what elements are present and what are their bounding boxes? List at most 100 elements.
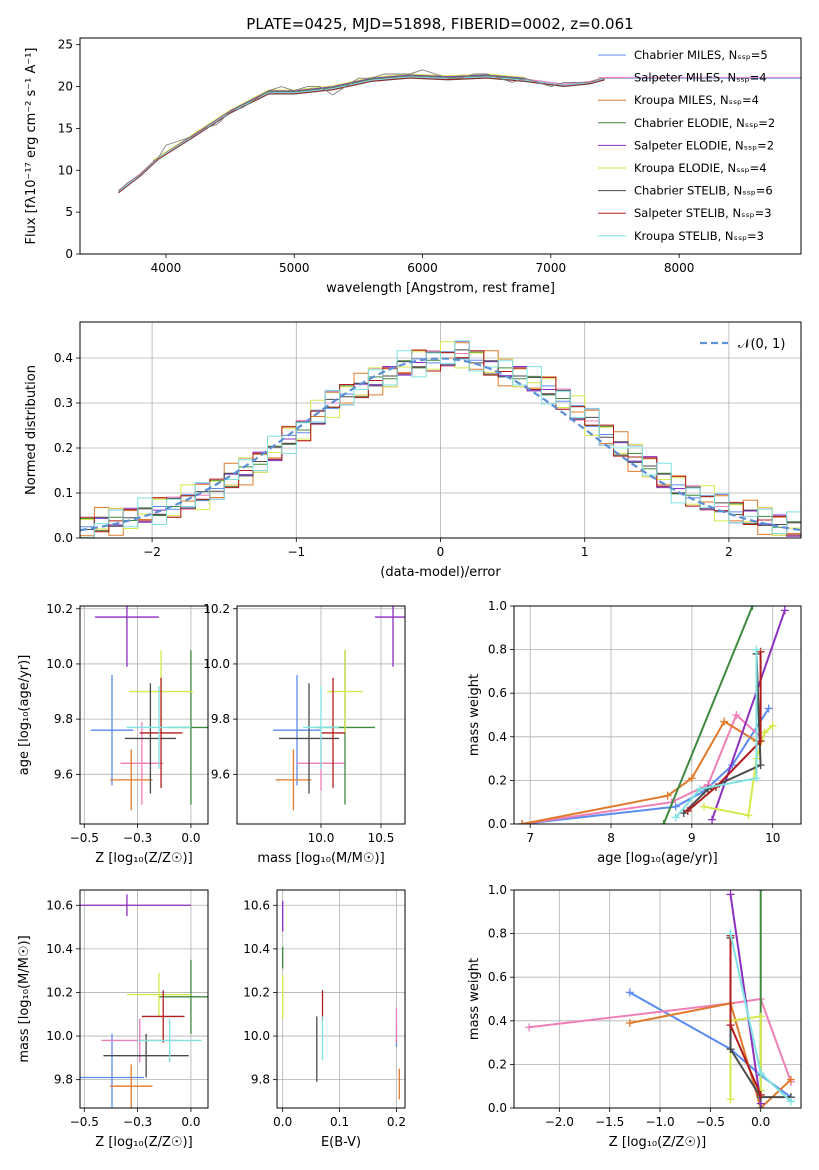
massweight-vs-Z-marker bbox=[726, 890, 735, 899]
massweight-vs-age-marker bbox=[732, 711, 741, 719]
mass-vs-Z-marks bbox=[80, 894, 208, 1108]
residuals-ytick-label: 0.1 bbox=[54, 486, 73, 500]
spectrum-legend-label: Chabrier STELIB, Nₛₛₚ=6 bbox=[634, 184, 773, 198]
plot-layer: 4000 5000 6000 7000 80000510152025wavelength… bbox=[17, 37, 802, 1150]
massweight-vs-Z-marks bbox=[525, 890, 795, 1108]
age-vs-Z-xlabel: Z [log₁₀(Z/Z☉)] bbox=[95, 851, 192, 866]
age-vs-Z-xtick-label: 0.0 bbox=[181, 831, 200, 845]
massweight-vs-age-ytick-label: 0.2 bbox=[488, 773, 507, 787]
massweight-vs-Z-xtick-label: 0.0 bbox=[751, 1115, 770, 1129]
residuals-legend-label: 𝒩(0, 1) bbox=[738, 337, 785, 352]
residuals-xtick-label: 0 bbox=[437, 545, 445, 559]
spectrum-legend-label: Chabrier ELODIE, Nₛₛₚ=2 bbox=[634, 116, 775, 130]
spectrum-ytick-label: 10 bbox=[58, 163, 73, 177]
massweight-vs-age-marker bbox=[756, 737, 765, 746]
massweight-vs-Z-marker bbox=[625, 988, 634, 997]
massweight-vs-age-marker bbox=[708, 815, 717, 824]
residuals-marks bbox=[80, 340, 801, 538]
massweight-vs-Z-marker bbox=[726, 1095, 735, 1104]
massweight-vs-Z-marker bbox=[726, 1021, 735, 1030]
massweight-vs-age-marker bbox=[744, 811, 753, 820]
age-vs-Z-ytick-label: 10.2 bbox=[46, 602, 73, 616]
massweight-vs-age-marker bbox=[764, 704, 773, 713]
massweight-vs-age-marker bbox=[780, 606, 789, 615]
massweight-vs-age-marker bbox=[683, 806, 692, 815]
massweight-vs-age-marker bbox=[659, 820, 668, 824]
massweight-vs-age-marker bbox=[756, 761, 765, 770]
massweight-vs-age-marker bbox=[671, 813, 680, 822]
massweight-vs-Z-ytick-label: 0.8 bbox=[488, 927, 507, 941]
spectrum-model-line bbox=[118, 76, 605, 192]
mass-vs-Z-frame bbox=[79, 889, 209, 1109]
spectrum-legend-label: Salpeter STELIB, Nₛₛₚ=3 bbox=[634, 206, 772, 220]
mass-vs-Z-xlabel: Z [log₁₀(Z/Z☉)] bbox=[95, 1135, 192, 1150]
massweight-vs-age-frame bbox=[513, 605, 802, 825]
residuals-xtick-label: 2 bbox=[725, 545, 733, 559]
mass-vs-EBV-xtick-label: 0.2 bbox=[387, 1115, 406, 1129]
mass-vs-EBV-ytick-label: 10.6 bbox=[243, 898, 270, 912]
mass-vs-Z-ytick-label: 10.2 bbox=[46, 985, 73, 999]
massweight-vs-Z-ytick-label: 0.2 bbox=[488, 1057, 507, 1071]
mass-vs-EBV-xtick-label: 0.0 bbox=[273, 1115, 292, 1129]
spectrum-model-line bbox=[152, 73, 526, 161]
spectrum-ytick-label: 5 bbox=[65, 205, 73, 219]
massweight-vs-age-marks bbox=[518, 606, 789, 824]
spectrum-legend-label: Kroupa MILES, Nₛₛₚ=4 bbox=[634, 93, 759, 107]
massweight-vs-Z-marker bbox=[525, 1023, 534, 1032]
mass-vs-EBV-marks bbox=[282, 900, 400, 1100]
massweight-vs-age-ytick-label: 0.8 bbox=[488, 643, 507, 657]
mass-vs-EBV-ytick-label: 10.2 bbox=[243, 985, 270, 999]
massweight-vs-age-marker bbox=[752, 774, 761, 783]
spectrum-legend-label: Chabrier MILES, Nₛₛₚ=5 bbox=[634, 48, 768, 62]
age-vs-mass-xtick-label: 10.5 bbox=[368, 831, 395, 845]
figure-title: PLATE=0425, MJD=51898, FIBERID=0002, z=0… bbox=[246, 15, 633, 33]
spectrum-legend-label: Salpeter MILES, Nₛₛₚ=4 bbox=[634, 71, 767, 85]
massweight-vs-age-ylabel: mass weight bbox=[467, 674, 482, 756]
massweight-vs-age-ytick-label: 0.6 bbox=[488, 686, 507, 700]
spectrum-xtick-label: 8000 bbox=[664, 261, 695, 275]
residuals-frame bbox=[79, 321, 802, 539]
massweight-vs-Z-ytick-label: 1.0 bbox=[488, 883, 507, 897]
massweight-vs-age-marker bbox=[748, 606, 757, 610]
spectrum-xtick-label: 6000 bbox=[407, 261, 438, 275]
mass-vs-Z-ylabel: mass [log₁₀(M/M☉)] bbox=[17, 935, 32, 1062]
spectrum-ytick-label: 15 bbox=[58, 121, 73, 135]
mass-vs-Z-ytick-label: 10.0 bbox=[46, 1029, 73, 1043]
massweight-vs-Z-marker bbox=[786, 1097, 795, 1106]
massweight-vs-Z-marker bbox=[756, 1069, 765, 1078]
spectrum-ylabel: Flux [fλ10⁻¹⁷ erg cm⁻² s⁻¹ A⁻¹] bbox=[24, 48, 39, 245]
massweight-vs-age-marker bbox=[518, 820, 527, 824]
massweight-vs-age-series-line bbox=[683, 653, 762, 814]
massweight-vs-Z-xtick-label: −1.5 bbox=[595, 1115, 624, 1129]
spectrum-model-line bbox=[152, 74, 526, 162]
mass-vs-EBV-ytick-label: 10.0 bbox=[243, 1029, 270, 1043]
massweight-vs-age-marker bbox=[704, 785, 713, 794]
spectrum-ytick-label: 25 bbox=[58, 38, 73, 52]
residuals-xtick-label: −2 bbox=[143, 545, 161, 559]
mass-vs-Z-xtick-label: −0.3 bbox=[123, 1115, 152, 1129]
massweight-vs-age-marker bbox=[752, 645, 761, 654]
massweight-vs-Z-ytick-label: 0.4 bbox=[488, 1014, 507, 1028]
age-vs-Z-xtick-label: −0.5 bbox=[70, 831, 99, 845]
massweight-vs-Z-marker bbox=[756, 890, 765, 894]
age-vs-Z-frame bbox=[79, 605, 209, 825]
massweight-vs-age-marker bbox=[679, 809, 688, 818]
massweight-vs-Z-series-line bbox=[629, 1002, 792, 1108]
residuals-histogram bbox=[80, 340, 801, 538]
massweight-vs-Z-marker bbox=[756, 1012, 765, 1021]
massweight-vs-Z-xlabel: Z [log₁₀(Z/Z☉)] bbox=[609, 1135, 706, 1150]
mass-vs-Z-xtick-label: −0.5 bbox=[70, 1115, 99, 1129]
massweight-vs-Z-xtick-label: −0.5 bbox=[696, 1115, 725, 1129]
residuals-xtick-label: 1 bbox=[581, 545, 589, 559]
massweight-vs-Z-ylabel: mass weight bbox=[467, 958, 482, 1040]
massweight-vs-Z-series-line bbox=[729, 1015, 762, 1100]
massweight-vs-age-series-line bbox=[662, 606, 754, 824]
age-vs-Z-ytick-label: 9.6 bbox=[54, 767, 73, 781]
residuals-ytick-label: 0.0 bbox=[54, 531, 73, 545]
massweight-vs-age-xtick-label: 7 bbox=[526, 831, 534, 845]
mass-vs-EBV-xtick-label: 0.1 bbox=[330, 1115, 349, 1129]
mass-vs-EBV-ytick-label: 9.8 bbox=[251, 1073, 270, 1087]
residuals-ytick-label: 0.3 bbox=[54, 396, 73, 410]
